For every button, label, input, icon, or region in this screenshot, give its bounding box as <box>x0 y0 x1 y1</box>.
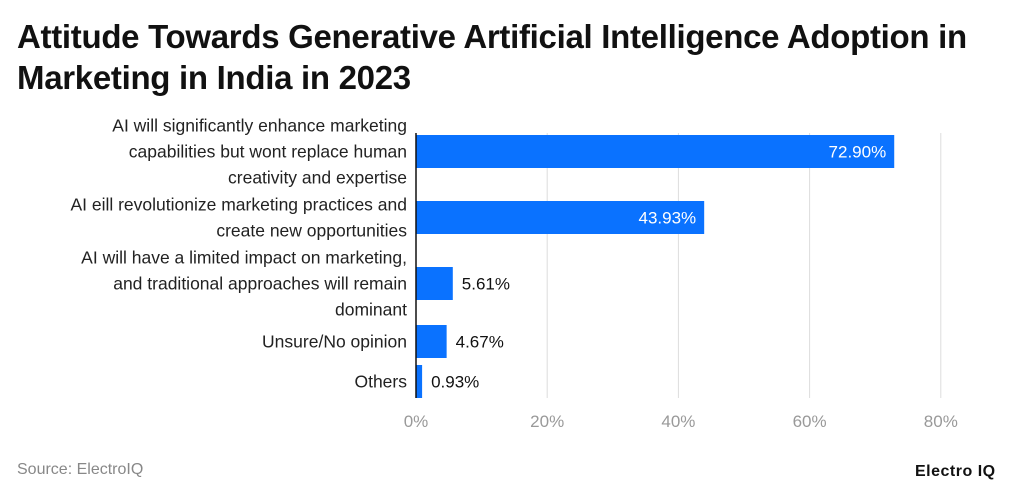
bar <box>416 325 447 358</box>
chart-title: Attitude Towards Generative Artificial I… <box>17 18 967 96</box>
brand-logo: Electro IQ <box>915 463 996 480</box>
data-label: 4.67% <box>456 333 504 352</box>
x-tick-label: 40% <box>661 412 695 431</box>
x-tick-label: 60% <box>793 412 827 431</box>
category-label: Unsure/No opinion <box>262 332 407 352</box>
bar <box>416 135 895 168</box>
x-tick-label: 80% <box>924 412 958 431</box>
category-label: AI will have a limited impact on marketi… <box>81 248 407 268</box>
data-label: 5.61% <box>462 275 510 294</box>
category-label: Others <box>354 372 407 392</box>
source-note: Source: ElectroIQ <box>17 461 144 478</box>
category-label: dominant <box>335 300 407 320</box>
bar <box>416 267 453 300</box>
x-tick-label: 0% <box>404 412 429 431</box>
data-label: 72.90% <box>829 143 887 162</box>
category-label: capabilities but wont replace human <box>129 142 407 162</box>
category-label: create new opportunities <box>216 221 407 241</box>
bar <box>416 365 423 398</box>
data-label: 0.93% <box>431 373 479 392</box>
category-label: AI eill revolutionize marketing practice… <box>70 195 407 215</box>
bar <box>416 201 705 234</box>
category-label: AI will significantly enhance marketing <box>112 116 407 136</box>
category-label: creativity and expertise <box>228 168 407 188</box>
category-label: and traditional approaches will remain <box>113 274 407 294</box>
data-label: 43.93% <box>639 209 697 228</box>
x-tick-label: 20% <box>530 412 564 431</box>
